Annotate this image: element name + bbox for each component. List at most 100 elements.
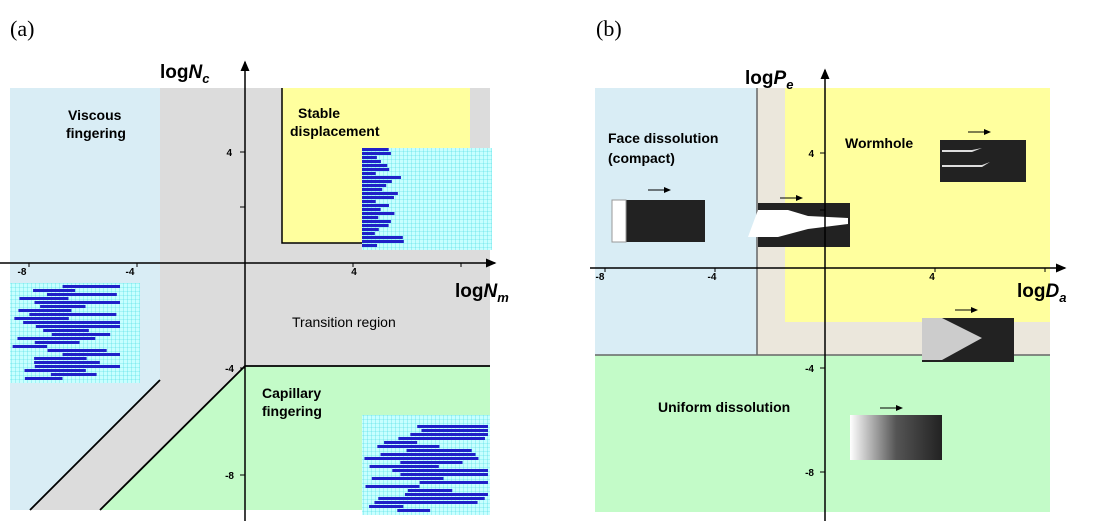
blob xyxy=(14,317,68,320)
axis-sub: e xyxy=(786,77,793,92)
line: Face dissolution xyxy=(608,130,718,146)
blob xyxy=(381,453,476,456)
axis-prefix: log xyxy=(1017,281,1046,302)
blob xyxy=(417,425,488,428)
blob xyxy=(362,236,403,239)
blob xyxy=(410,433,488,436)
blob xyxy=(400,461,462,464)
blob xyxy=(362,156,377,159)
blob xyxy=(40,305,85,308)
y-tick-label: -8 xyxy=(225,471,234,482)
x-tick-label: 4 xyxy=(929,272,935,283)
y-tick-label: 4 xyxy=(226,148,232,159)
axis-var: D xyxy=(1046,281,1060,302)
blob xyxy=(362,152,391,155)
blob xyxy=(52,333,110,336)
blob xyxy=(405,493,488,496)
blob xyxy=(362,148,389,151)
blob xyxy=(362,184,386,187)
blob xyxy=(47,293,117,296)
blob xyxy=(407,449,472,452)
blob xyxy=(364,457,478,460)
x-tick-label: -4 xyxy=(708,272,717,283)
y-tick-label: -4 xyxy=(805,364,814,375)
blob xyxy=(43,329,89,332)
blob xyxy=(362,188,382,191)
blob xyxy=(34,361,100,364)
axis-sub: m xyxy=(497,290,509,305)
blob xyxy=(384,441,417,444)
x-tick-label: -8 xyxy=(596,272,605,283)
x-axis-label: logDa xyxy=(1017,281,1066,305)
blob xyxy=(362,160,381,163)
y-axis-label: logNc xyxy=(160,62,210,86)
axis-prefix: log xyxy=(160,62,189,83)
blob xyxy=(362,208,381,211)
blob xyxy=(400,473,488,476)
blob xyxy=(362,240,404,243)
blob xyxy=(369,505,403,508)
line: (compact) xyxy=(608,150,675,166)
line: Capillary xyxy=(262,385,321,401)
blob xyxy=(366,485,420,488)
line: Viscous xyxy=(68,107,122,123)
x-axis-label: logNm xyxy=(455,281,509,305)
blob xyxy=(19,297,68,300)
line: fingering xyxy=(66,125,126,141)
region-label: Uniform dissolution xyxy=(658,399,790,415)
blob xyxy=(362,164,387,167)
blob xyxy=(34,357,87,360)
blob xyxy=(362,232,375,235)
axis-prefix: log xyxy=(455,281,484,302)
figure: (a) -8 -4 4 4 -4 -8 logNc logNm Viscous f… xyxy=(0,0,1100,521)
blob xyxy=(362,172,376,175)
panel-label: (a) xyxy=(10,16,34,41)
blob xyxy=(36,325,120,328)
blob xyxy=(23,321,120,324)
blob xyxy=(47,349,106,352)
region-label: Wormhole xyxy=(845,135,913,151)
blob xyxy=(63,353,120,356)
blob xyxy=(33,289,75,292)
y-tick-label: -4 xyxy=(225,364,234,375)
blob xyxy=(362,196,394,199)
blob xyxy=(378,497,484,500)
line: displacement xyxy=(290,123,380,139)
x-tick-label: -8 xyxy=(18,267,27,278)
blob xyxy=(362,228,379,231)
blob xyxy=(408,489,452,492)
blob xyxy=(362,176,401,179)
line: fingering xyxy=(262,403,322,419)
y-axis-label: logPe xyxy=(745,68,793,92)
blob xyxy=(35,341,80,344)
axis-sub: c xyxy=(202,71,210,86)
blob xyxy=(372,477,444,480)
axis-prefix: log xyxy=(745,68,774,89)
blob xyxy=(362,244,377,247)
axis-sub: a xyxy=(1059,290,1066,305)
line: Stable xyxy=(298,105,340,121)
blob xyxy=(397,509,430,512)
blob xyxy=(362,212,394,215)
blob xyxy=(362,168,389,171)
panel-a-regions xyxy=(10,88,492,515)
region-label: Transition region xyxy=(292,314,396,330)
blob xyxy=(362,204,389,207)
blob xyxy=(35,365,120,368)
blob xyxy=(18,309,71,312)
blob xyxy=(420,481,488,484)
blob xyxy=(377,445,439,448)
blob xyxy=(29,313,116,316)
blob xyxy=(35,301,120,304)
x-tick-label: -4 xyxy=(126,267,135,278)
y-tick-label: 4 xyxy=(808,149,814,160)
blob xyxy=(370,465,439,468)
blob xyxy=(421,429,488,432)
x-tick-label: 4 xyxy=(351,267,357,278)
panel-label: (b) xyxy=(596,16,622,41)
y-tick-label: -8 xyxy=(805,468,814,479)
blob xyxy=(25,377,63,380)
blob xyxy=(17,337,95,340)
blob xyxy=(374,501,477,504)
blob xyxy=(13,345,47,348)
